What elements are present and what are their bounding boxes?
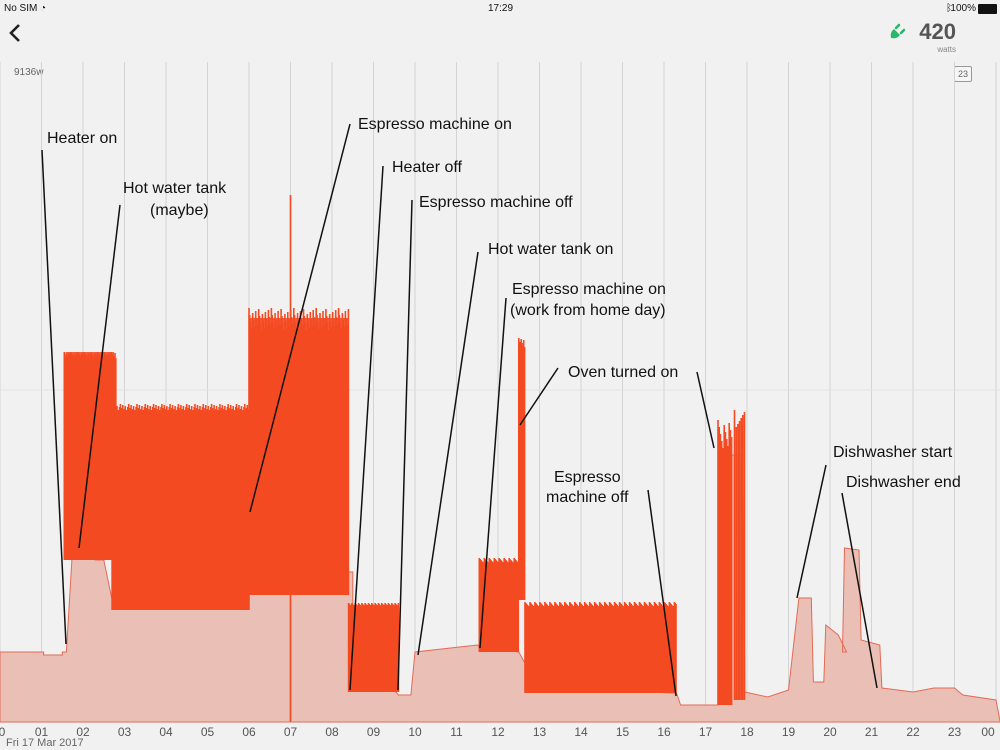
annotation-label: machine off	[546, 489, 629, 506]
x-tick-label: 16	[657, 725, 671, 739]
oven-spikes-2	[733, 410, 746, 700]
hot-water-fill	[114, 410, 249, 580]
afternoon-fill	[524, 606, 677, 690]
x-tick-label: 23	[948, 725, 962, 739]
espresso-fill	[249, 318, 349, 568]
x-tick-label: 09	[367, 725, 381, 739]
annotation-leader-line	[41, 149, 67, 645]
x-tick-label: 11	[450, 725, 463, 739]
annotation-leader-line	[519, 367, 559, 426]
nav-bar: 420 watts	[0, 16, 1000, 62]
espresso-wfh-peak	[518, 338, 526, 600]
annotation-label: Hot water tank	[123, 180, 227, 197]
battery-icon	[978, 4, 997, 14]
y-max-label: 9136w	[14, 67, 44, 78]
annotation-leader-line	[796, 464, 827, 599]
watts-unit: watts	[937, 45, 956, 54]
x-tick-label: 17	[699, 725, 713, 739]
x-tick-label: 0	[0, 725, 6, 739]
heater-fill	[65, 352, 115, 502]
morning-low-spikes	[347, 603, 400, 692]
annotation-leader-line	[647, 489, 677, 697]
annotation-leader-line	[249, 123, 351, 513]
date-label: Fri 17 Mar 2017	[6, 737, 84, 749]
carrier-label: No SIM	[4, 3, 38, 14]
annotation-label: Espresso machine on	[512, 281, 666, 298]
chevron-left-icon[interactable]	[6, 18, 26, 55]
wifi-icon: ◔	[40, 3, 47, 14]
annotation-leader-line	[417, 251, 479, 656]
annotation-label: Hot water tank on	[488, 241, 613, 258]
annotation-leader-line	[78, 204, 121, 549]
annotation-label: Dishwasher end	[846, 474, 961, 491]
x-tick-label: 18	[740, 725, 754, 739]
annotation-label: (maybe)	[150, 202, 209, 219]
x-tick-label: 06	[242, 725, 256, 739]
annotation-leader-line	[841, 492, 878, 689]
x-tick-label: 08	[325, 725, 339, 739]
x-tick-label: 01	[35, 725, 49, 739]
current-watts: 420	[919, 19, 956, 44]
annotation-label: (work from home day)	[510, 302, 666, 319]
oven-spikes	[717, 420, 733, 705]
x-tick-label: 20	[823, 725, 837, 739]
x-tick-label: 03	[118, 725, 132, 739]
annotation-label: Espresso	[554, 469, 621, 486]
annotation-label: Dishwasher start	[833, 444, 953, 461]
x-tick-label: 04	[159, 725, 173, 739]
annotation-leader-line	[349, 165, 384, 691]
battery-percent: 100%	[950, 3, 976, 14]
x-tick-label: 12	[491, 725, 505, 739]
x-tick-label: 22	[906, 725, 920, 739]
x-tick-label: 02	[76, 725, 90, 739]
annotation-label: Heater off	[392, 159, 463, 176]
bluetooth-icon: ᛒ	[946, 3, 952, 14]
annotation-leader-line	[397, 199, 413, 691]
day-badge[interactable]: 23	[954, 66, 972, 82]
x-tick-label: 00	[981, 725, 995, 739]
plug-icon	[889, 23, 906, 40]
annotation-label: Oven turned on	[568, 364, 678, 381]
clock: 17:29	[488, 3, 514, 14]
annotation-leader-line	[479, 297, 507, 649]
x-tick-label: 19	[782, 725, 796, 739]
annotation-label: Espresso machine on	[358, 116, 512, 133]
annotation-label: Espresso machine off	[419, 194, 573, 211]
x-tick-label: 07	[284, 725, 298, 739]
x-tick-label: 13	[533, 725, 547, 739]
x-tick-label: 14	[574, 725, 588, 739]
x-tick-label: 05	[201, 725, 215, 739]
x-tick-label: 15	[616, 725, 630, 739]
x-tick-label: 10	[408, 725, 422, 739]
status-bar: No SIM ◔ 17:29 ᛒ 100%	[0, 0, 1000, 16]
x-tick-label: 21	[865, 725, 879, 739]
annotation-leader-line	[696, 371, 715, 449]
annotation-label: Heater on	[47, 130, 117, 147]
